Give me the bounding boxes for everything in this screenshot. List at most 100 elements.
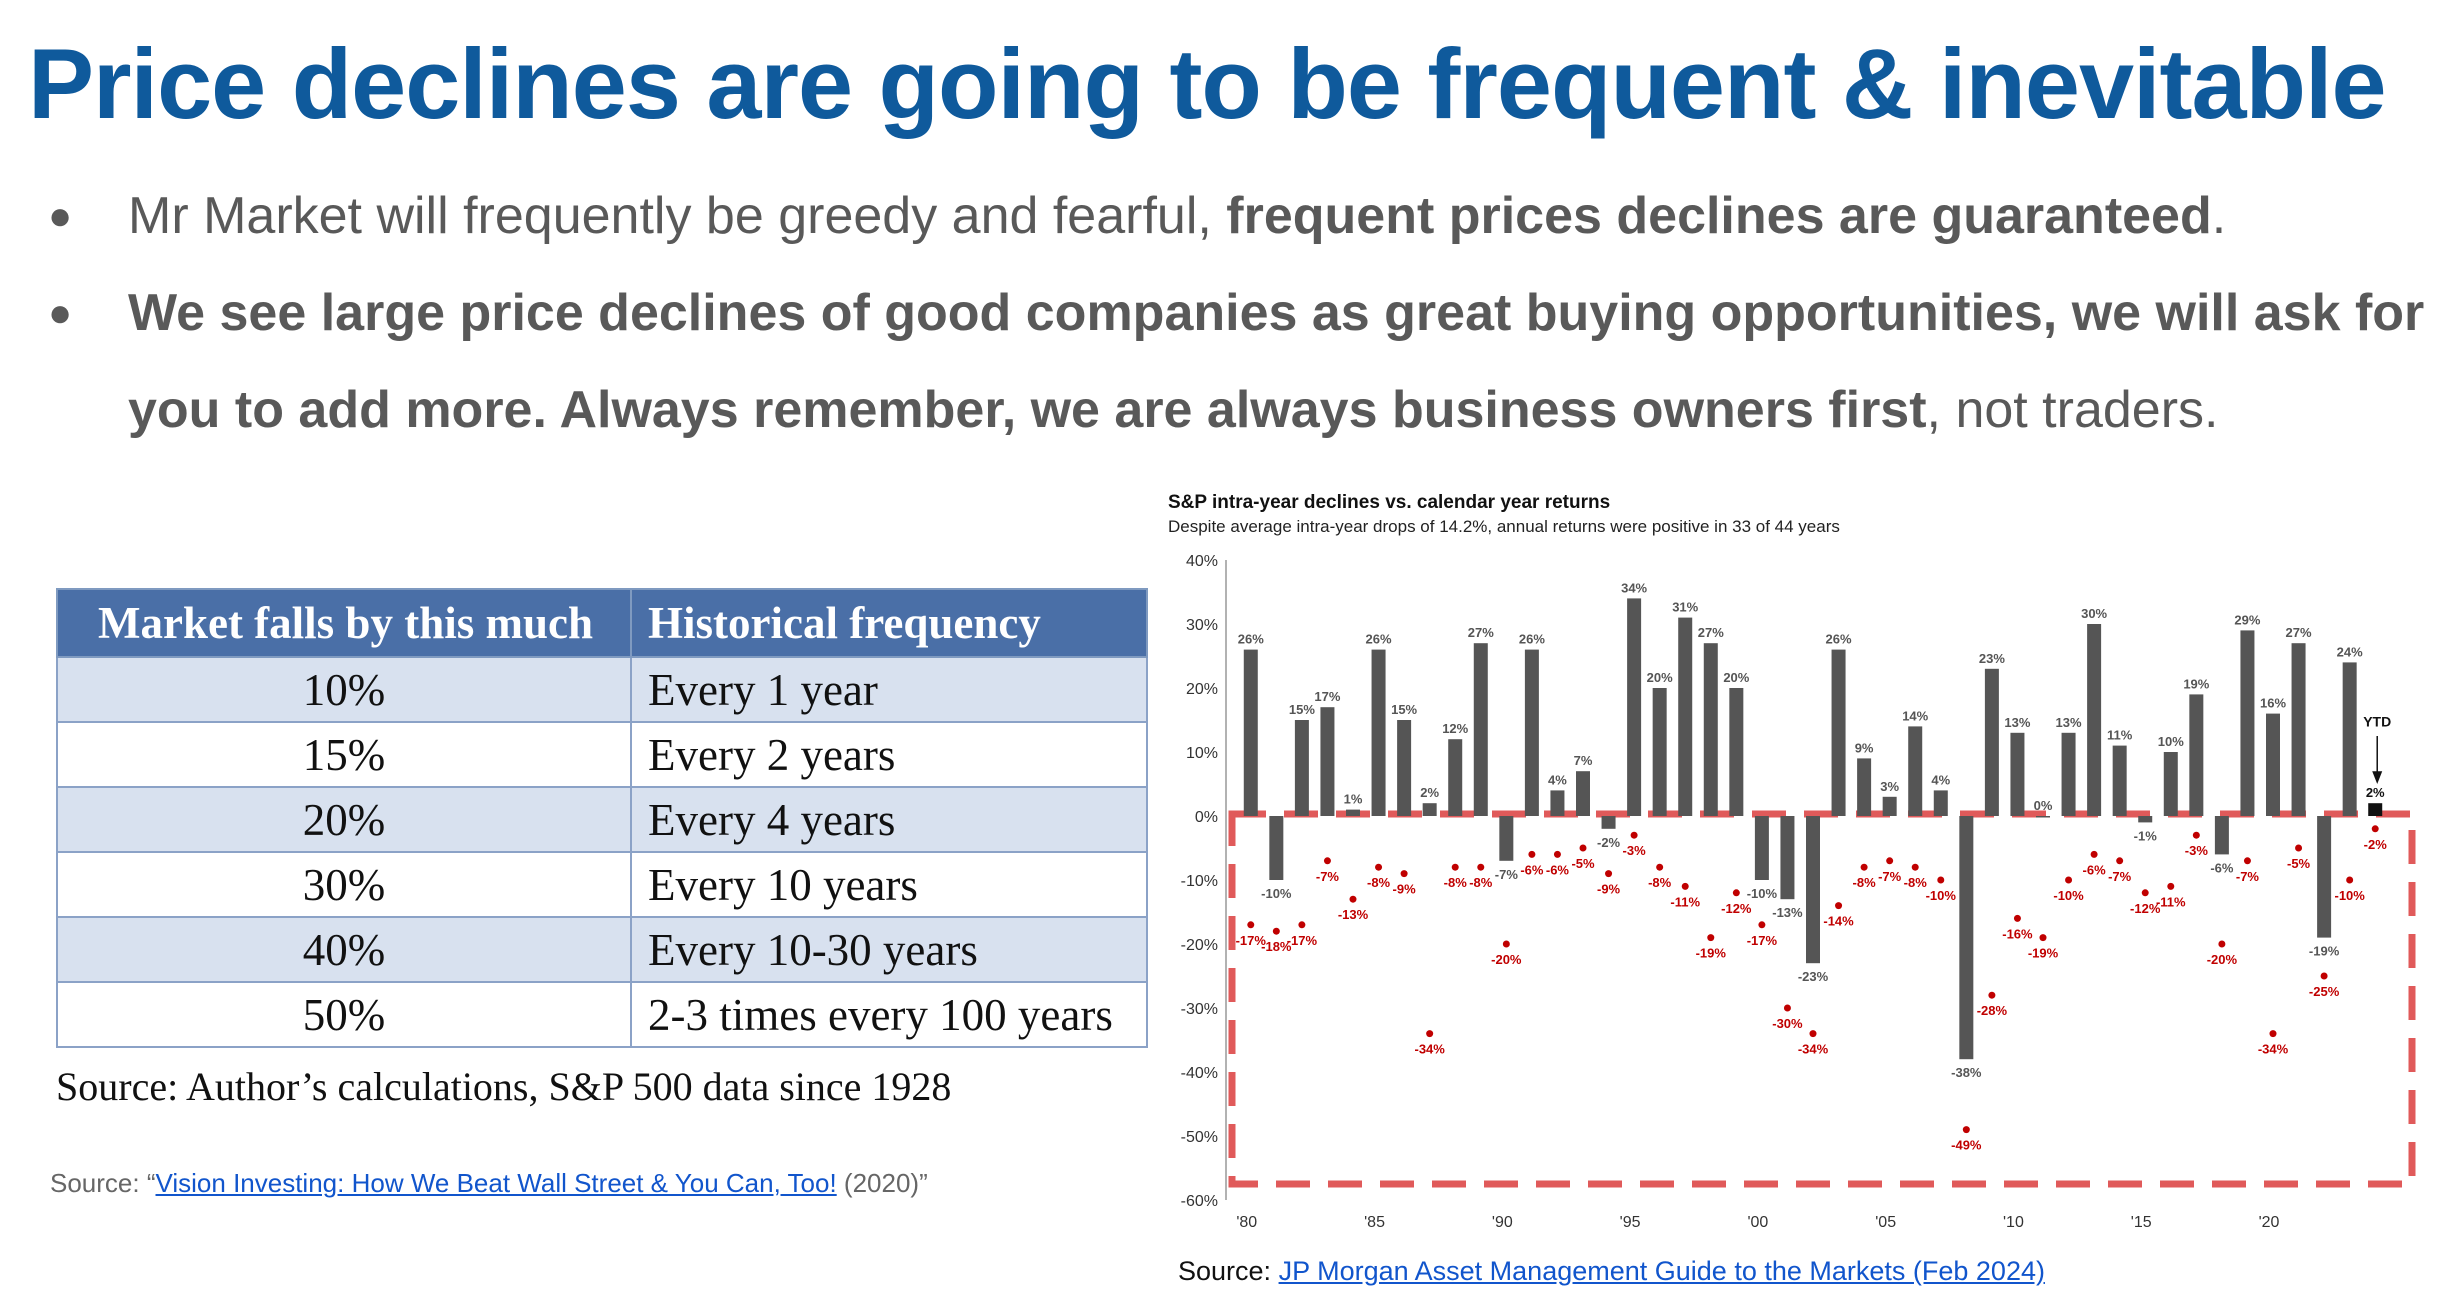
return-label: 15% [1391, 702, 1417, 717]
decline-label: -7% [1316, 869, 1340, 884]
bullet-list: ● Mr Market will frequently be greedy and… [40, 168, 2438, 459]
decline-point [1758, 921, 1766, 929]
source-left-prefix: Source: “ [50, 1168, 156, 1198]
decline-point [1477, 863, 1485, 871]
return-label: 26% [1519, 632, 1545, 647]
decline-label: -9% [1597, 882, 1621, 897]
table-cell-fall: 20% [56, 786, 632, 853]
decline-point [2269, 1030, 2277, 1038]
y-tick-label: 0% [1195, 809, 1218, 826]
return-bar [1397, 720, 1412, 816]
return-label: 20% [1723, 670, 1749, 685]
table-cell-frequency: Every 2 years [630, 721, 1148, 788]
return-label: 10% [2158, 734, 2184, 749]
decline-point [1911, 863, 1919, 871]
x-tick-label: '00 [1747, 1214, 1768, 1231]
decline-point [1426, 1030, 1434, 1038]
x-tick-label: '10 [2003, 1214, 2024, 1231]
return-bar [1320, 707, 1335, 816]
decline-label: -14% [1823, 914, 1854, 929]
return-label: 1% [1344, 792, 1363, 807]
decline-point [1553, 850, 1561, 858]
decline-point [1349, 895, 1357, 903]
decline-point [2295, 844, 2303, 852]
return-label: 0% [2034, 798, 2053, 813]
return-bar [1984, 668, 1999, 816]
return-bar [1780, 816, 1795, 900]
decline-label: -8% [1853, 875, 1877, 890]
source-left-suffix: (2020)” [836, 1168, 928, 1198]
y-tick-label: -50% [1181, 1129, 1218, 1146]
decline-point [1298, 921, 1306, 929]
decline-point [2039, 934, 2047, 942]
return-label: 17% [1314, 689, 1340, 704]
return-bar [1831, 649, 1846, 816]
table-header-falls: Market falls by this much [56, 588, 632, 658]
decline-point [2218, 940, 2226, 948]
return-label: 2% [2366, 785, 2385, 800]
return-bar [1524, 649, 1539, 816]
return-label: 13% [2056, 715, 2082, 730]
return-bar [1806, 816, 1820, 964]
return-bar [1499, 816, 1514, 861]
decline-label: -8% [1469, 875, 1493, 890]
decline-point [2065, 876, 2073, 884]
table-row: 10% Every 1 year [56, 656, 1148, 723]
return-bar [2240, 630, 2255, 816]
decline-point [1247, 921, 1255, 929]
return-label: 24% [2337, 644, 2363, 659]
page-title: Price declines are going to be frequent … [28, 28, 2387, 139]
return-bar [1627, 598, 1642, 816]
return-bar [2266, 713, 2280, 816]
return-bar [2087, 624, 2102, 816]
decline-point [1451, 863, 1459, 871]
return-bar [2061, 732, 2076, 816]
decline-label: -13% [1338, 907, 1369, 922]
source-right-link[interactable]: JP Morgan Asset Management Guide to the … [1278, 1256, 2045, 1286]
decline-point [1707, 934, 1715, 942]
table-cell-frequency: 2-3 times every 100 years [630, 981, 1148, 1048]
ytd-label: YTD [2363, 713, 2391, 729]
decline-point [2346, 876, 2354, 884]
source-right: Source: JP Morgan Asset Management Guide… [1178, 1256, 2045, 1287]
chart-title: S&P intra-year declines vs. calendar yea… [1168, 492, 1611, 513]
bullet-bold-text: We see large price declines of good comp… [128, 284, 2425, 439]
decline-label: -2% [2364, 837, 2388, 852]
return-bar [1908, 726, 1923, 816]
x-tick-label: '95 [1620, 1214, 1641, 1231]
decline-label: -10% [2053, 888, 2084, 903]
return-label: 27% [1698, 625, 1724, 640]
return-bar [2317, 816, 2332, 938]
decline-point [1528, 850, 1536, 858]
decline-point [1988, 991, 1996, 999]
return-bar [2010, 732, 2025, 816]
return-label: 2% [1420, 785, 1439, 800]
return-label: 3% [1880, 779, 1899, 794]
return-label: -2% [1597, 835, 1621, 850]
table-header-frequency: Historical frequency [630, 588, 1148, 658]
table-cell-frequency: Every 10-30 years [630, 916, 1148, 983]
source-left: Source: “Vision Investing: How We Beat W… [50, 1168, 928, 1199]
return-bar [1422, 803, 1437, 816]
decline-label: -7% [1878, 869, 1902, 884]
decline-point [1579, 844, 1587, 852]
decline-point [2116, 857, 2124, 865]
return-label: 26% [1826, 632, 1852, 647]
table-source-note: Source: Author’s calculations, S&P 500 d… [56, 1064, 952, 1109]
table-cell-fall: 50% [56, 981, 632, 1048]
decline-label: -10% [2334, 888, 2365, 903]
return-label: -19% [2309, 944, 2340, 959]
table-cell-frequency: Every 10 years [630, 851, 1148, 918]
return-bar [1652, 688, 1667, 816]
y-tick-label: -20% [1181, 937, 1218, 954]
bullet-text-end: . [2211, 187, 2227, 245]
table-cell-frequency: Every 1 year [630, 656, 1148, 723]
table-cell-frequency: Every 4 years [630, 786, 1148, 853]
return-label: -23% [1798, 969, 1829, 984]
decline-label: -10% [1926, 888, 1957, 903]
decline-point [1783, 1004, 1791, 1012]
bullet-dot: ● [48, 291, 73, 335]
return-label: 9% [1855, 740, 1874, 755]
source-left-link[interactable]: Vision Investing: How We Beat Wall Stree… [155, 1168, 837, 1198]
y-tick-label: 30% [1186, 617, 1218, 634]
